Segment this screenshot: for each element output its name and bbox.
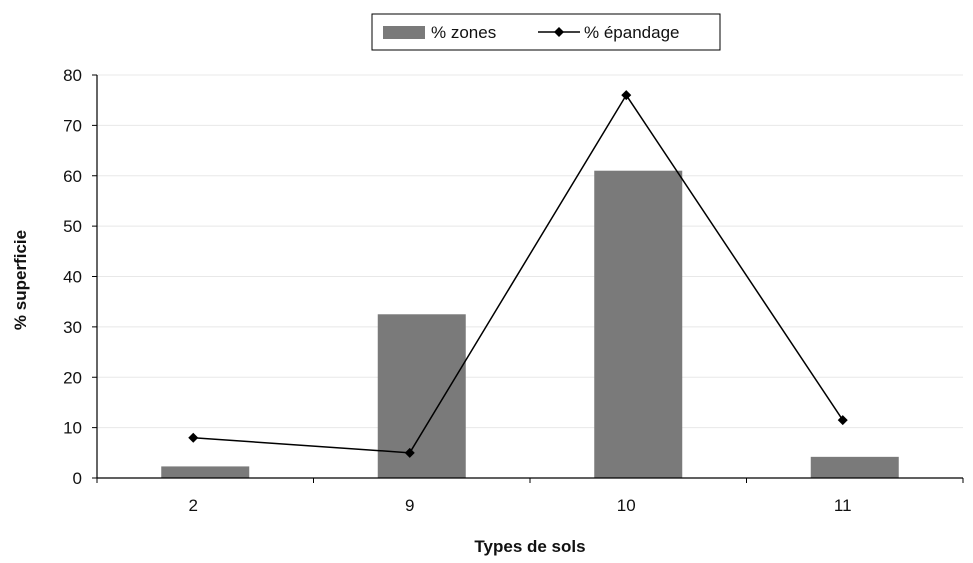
bar-10 bbox=[594, 170, 683, 478]
y-tick-label: 10 bbox=[63, 419, 82, 438]
bar-9 bbox=[377, 314, 466, 478]
y-tick-label: 80 bbox=[63, 66, 82, 85]
line-series bbox=[188, 90, 848, 458]
y-tick-label: 0 bbox=[73, 469, 82, 488]
x-tick-label: 11 bbox=[834, 496, 852, 515]
series-line-epandage bbox=[193, 93, 844, 454]
gridlines bbox=[97, 74, 963, 429]
point-marker-9 bbox=[404, 447, 415, 458]
point-marker-2 bbox=[188, 432, 199, 443]
x-tick-label: 9 bbox=[405, 496, 414, 515]
x-axis-ticks: 2 9 10 11 bbox=[96, 478, 964, 515]
y-tick-label: 70 bbox=[63, 116, 82, 135]
x-tick-label: 2 bbox=[189, 496, 198, 515]
x-tick-label: 10 bbox=[617, 496, 636, 515]
legend-label-zones: % zones bbox=[431, 23, 496, 42]
bar-2 bbox=[161, 466, 250, 478]
y-axis-ticks: 0 10 20 30 40 50 60 70 80 bbox=[63, 66, 97, 488]
legend-swatch-marker-epandage bbox=[554, 27, 564, 37]
y-tick-label: 60 bbox=[63, 167, 82, 186]
y-axis-title: % superficie bbox=[11, 230, 30, 330]
y-tick-label: 30 bbox=[63, 318, 82, 337]
x-axis-title: Types de sols bbox=[474, 537, 585, 556]
y-tick-label: 40 bbox=[63, 268, 82, 287]
legend: % zones % épandage bbox=[371, 13, 721, 51]
bar-11 bbox=[810, 456, 899, 478]
y-tick-label: 50 bbox=[63, 217, 82, 236]
point-marker-10 bbox=[621, 90, 632, 101]
point-marker-11 bbox=[837, 415, 848, 426]
y-tick-label: 20 bbox=[63, 368, 82, 387]
bars bbox=[161, 170, 899, 478]
legend-swatch-zones bbox=[383, 26, 425, 39]
legend-label-epandage: % épandage bbox=[584, 23, 679, 42]
